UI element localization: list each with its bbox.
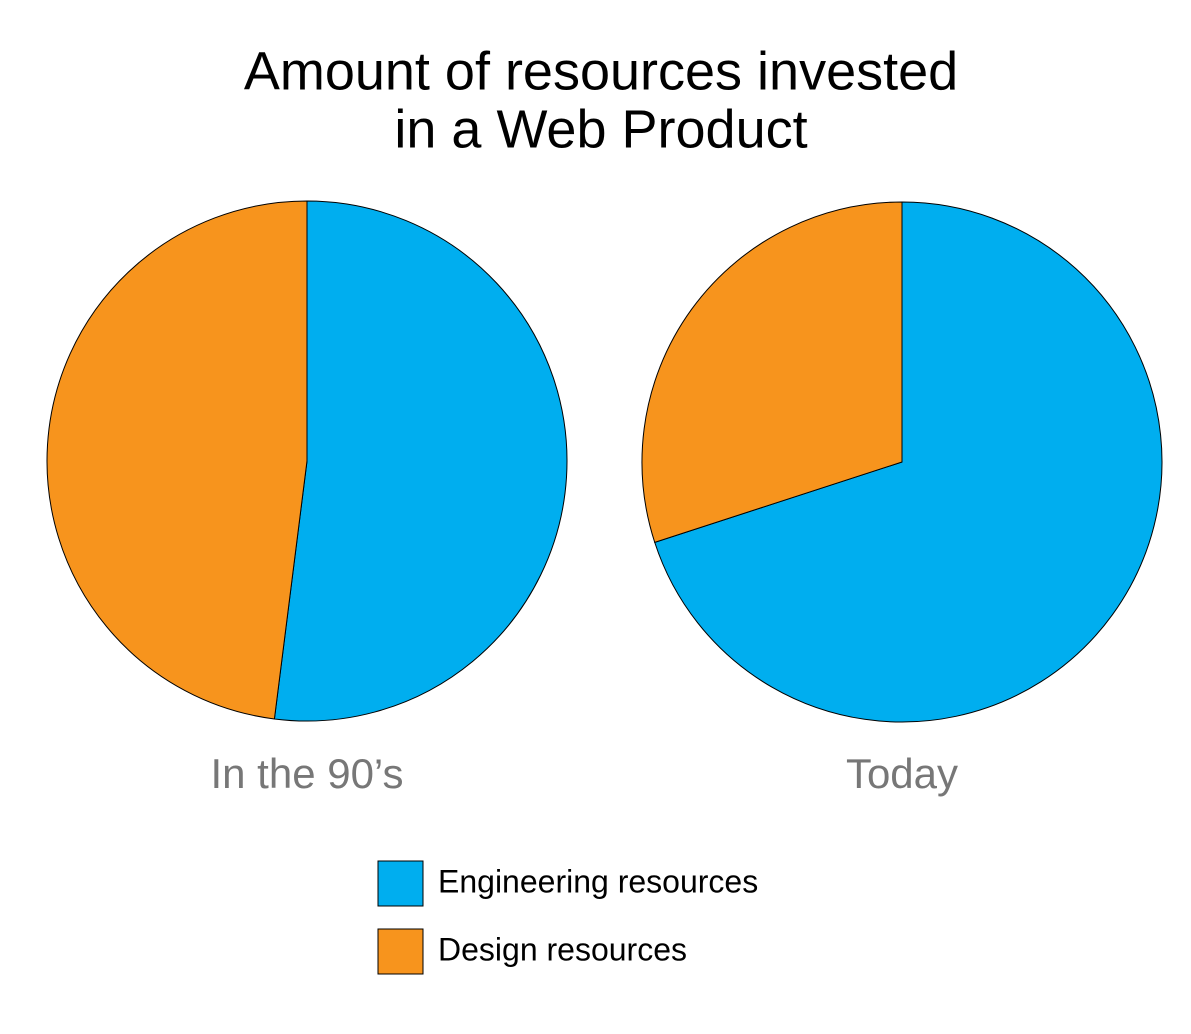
pie-label: Today bbox=[846, 750, 958, 797]
chart-title: Amount of resources invested bbox=[244, 41, 958, 101]
pie-slice bbox=[654, 201, 1163, 723]
legend-swatch bbox=[377, 928, 424, 975]
chart-title: in a Web Product bbox=[394, 99, 807, 159]
pie-slice bbox=[273, 200, 568, 722]
legend-label: Design resources bbox=[438, 931, 687, 967]
legend-label: Engineering resources bbox=[438, 863, 758, 899]
pie-label: In the 90’s bbox=[210, 750, 403, 797]
pie-slice bbox=[641, 201, 903, 543]
legend-swatch bbox=[377, 860, 424, 907]
pie-slice bbox=[46, 200, 308, 720]
